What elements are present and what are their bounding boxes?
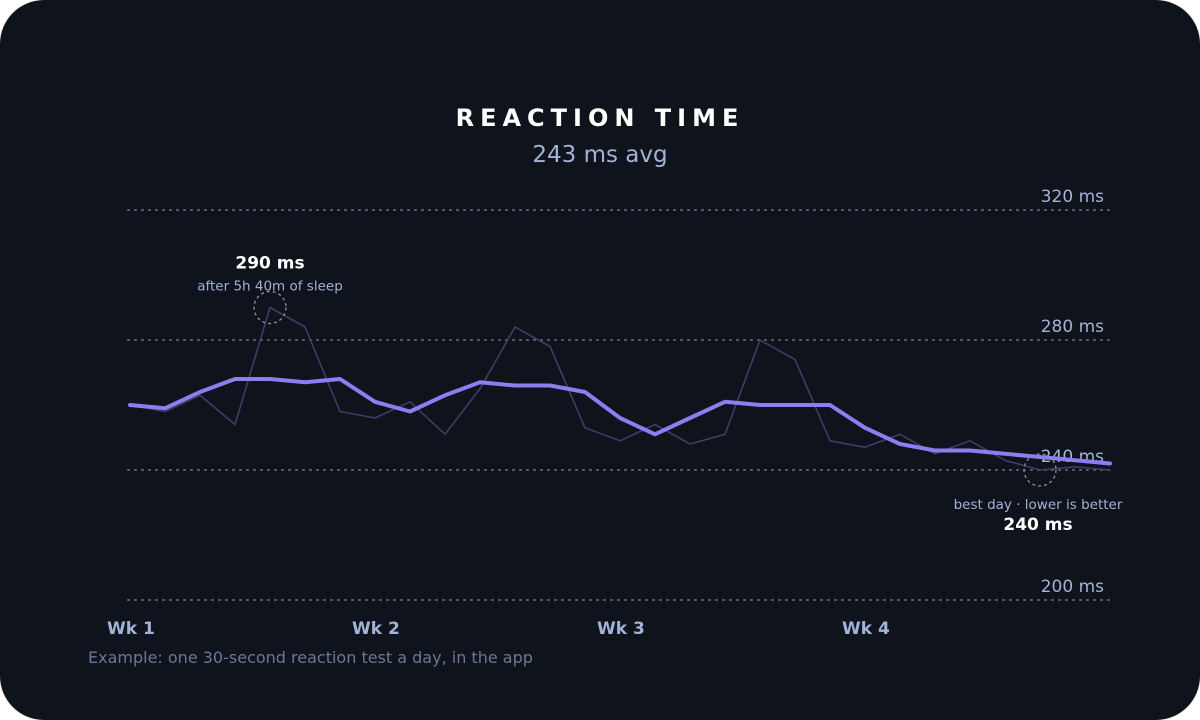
annotation-note: after 5h 40m of sleep xyxy=(197,279,343,295)
x-tick-label: Wk 3 xyxy=(597,619,645,639)
annotation-value: 290 ms xyxy=(235,254,304,274)
annotation-note: best day · lower is better xyxy=(954,497,1123,513)
y-tick-label: 200 ms xyxy=(1041,577,1104,597)
y-tick-label: 280 ms xyxy=(1041,317,1104,337)
footnote: Example: one 30-second reaction test a d… xyxy=(88,648,533,667)
average-line xyxy=(128,377,1112,466)
chart-subtitle: 243 ms avg xyxy=(532,142,668,168)
highlight-marker xyxy=(253,290,287,325)
annotation-layer: 290 ms after 5h 40m of sleep 240 ms best da… xyxy=(197,254,1123,536)
chart-title: REACTION TIME xyxy=(455,104,745,132)
grid-layer: 320 ms 280 ms 240 ms 200 ms Wk 1 Wk 2 Wk 3 Wk 4 xyxy=(107,187,1111,639)
daily-line xyxy=(129,306,1111,471)
x-tick-label: Wk 4 xyxy=(842,619,890,639)
x-tick-label: Wk 1 xyxy=(107,619,155,639)
highlight-marker xyxy=(1023,453,1057,487)
annotation-value: 240 ms xyxy=(1003,515,1072,535)
x-tick-label: Wk 2 xyxy=(352,619,400,639)
y-tick-label: 320 ms xyxy=(1041,187,1104,207)
series-layer xyxy=(128,306,1112,471)
